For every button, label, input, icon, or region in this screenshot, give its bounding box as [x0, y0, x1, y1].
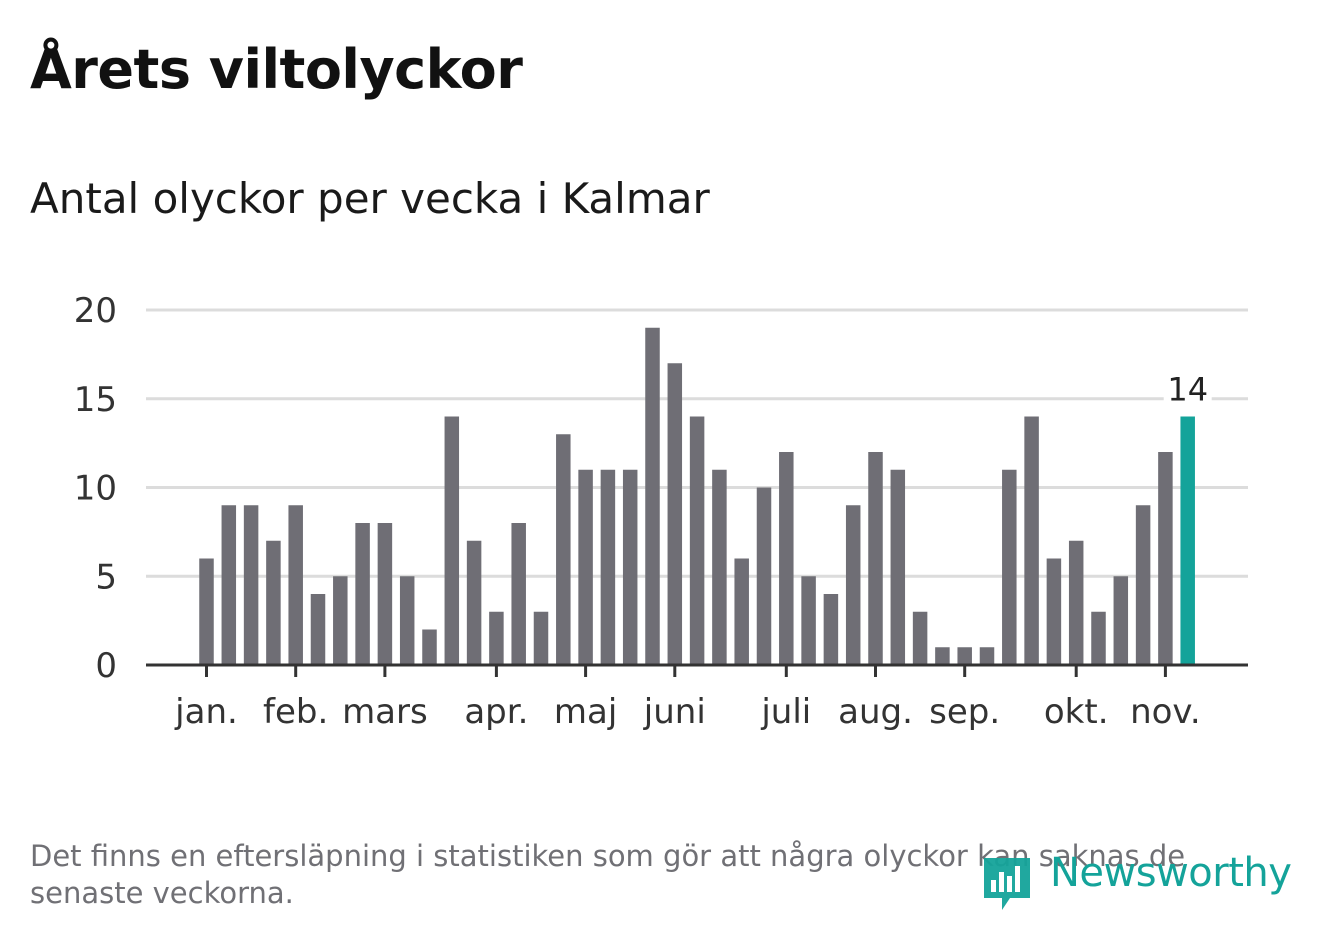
bar-week-20	[622, 469, 638, 665]
bar-week-1	[199, 558, 214, 665]
x-tick-label-feb: feb.	[263, 692, 328, 732]
x-tick-label-mars: mars	[342, 692, 428, 732]
bar-week-2	[221, 505, 237, 665]
bar-week-3	[243, 505, 259, 665]
bar-week-40	[1068, 540, 1084, 665]
chart-subtitle: Antal olyckor per vecka i Kalmar	[30, 174, 710, 223]
bar-week-21	[645, 327, 660, 665]
bar-week-13	[466, 540, 482, 665]
bar-week-5	[288, 505, 303, 665]
bar-week-24	[712, 469, 727, 665]
bar-week-37	[1002, 469, 1017, 665]
bar-week-35	[957, 647, 972, 665]
bar-week-6	[310, 594, 326, 665]
x-tick-label-apr: apr.	[464, 692, 528, 732]
newsworthy-logo: Newsworthy	[980, 850, 1300, 914]
bar-week-26	[756, 487, 772, 665]
data-label-background	[1163, 372, 1212, 411]
chart-title: Årets viltolyckor	[30, 38, 523, 101]
bar-week-15	[511, 523, 526, 665]
bar-week-39	[1046, 558, 1062, 665]
bar-week-22	[667, 363, 683, 665]
bar-week-31	[868, 452, 883, 665]
y-axis-ticks: 0 5 10 15 20	[74, 291, 117, 686]
bar-week-8	[355, 523, 370, 665]
bars	[199, 327, 1195, 665]
bar-week-17	[556, 434, 571, 665]
x-tick-label-juni: juni	[643, 692, 706, 732]
y-tick-label-15: 15	[74, 380, 117, 420]
bar-week-12	[444, 416, 460, 665]
bar-week-11	[422, 629, 437, 665]
bar-week-33	[912, 611, 928, 665]
bar-week-29	[823, 594, 839, 665]
bar-week-34	[935, 647, 950, 665]
newsworthy-logo-icon	[984, 858, 1030, 910]
x-tick-label-sep: sep.	[929, 692, 1000, 732]
bar-week-41	[1091, 611, 1106, 665]
bar-week-38	[1024, 416, 1039, 665]
bar-week-16	[533, 611, 549, 665]
bar-week-23	[689, 416, 705, 665]
bar-week-14	[489, 611, 504, 665]
bar-week-27	[779, 452, 794, 665]
x-tick-label-nov: nov.	[1130, 692, 1201, 732]
data-labels: 14	[1163, 371, 1212, 411]
x-tick-label-maj: maj	[554, 692, 617, 732]
data-label-last-week: 14	[1167, 371, 1208, 409]
bar-week-10	[399, 576, 415, 665]
bar-week-18	[578, 469, 593, 665]
bar-week-9	[377, 523, 393, 665]
bar-week-28	[801, 576, 816, 665]
y-tick-label-10: 10	[74, 469, 117, 509]
newsworthy-logo-text: Newsworthy	[1050, 850, 1292, 896]
bar-week-32	[890, 469, 906, 665]
y-tick-label-5: 5	[95, 557, 117, 597]
bar-week-45-highlight	[1180, 416, 1195, 665]
bar-week-25	[734, 558, 749, 665]
x-tick-label-jan: jan.	[174, 692, 238, 732]
bar-week-43	[1135, 505, 1151, 665]
bar-chart: 0 5 10 15 20 jan. feb. mars apr. maj juni juli aug.…	[74, 291, 1248, 732]
bar-week-36	[979, 647, 995, 665]
x-tick-label-okt: okt.	[1044, 692, 1109, 732]
bar-week-30	[845, 505, 861, 665]
bar-week-44	[1158, 452, 1173, 665]
y-tick-label-20: 20	[74, 291, 117, 331]
bar-week-7	[333, 576, 348, 665]
bar-week-4	[266, 540, 281, 665]
x-tick-label-juli: juli	[760, 692, 811, 732]
x-axis: jan. feb. mars apr. maj juni juli aug. sep. okt. n…	[146, 663, 1248, 732]
bar-week-19	[600, 469, 616, 665]
y-tick-label-0: 0	[95, 646, 117, 686]
bar-week-42	[1113, 576, 1129, 665]
x-tick-label-aug: aug.	[838, 692, 913, 732]
